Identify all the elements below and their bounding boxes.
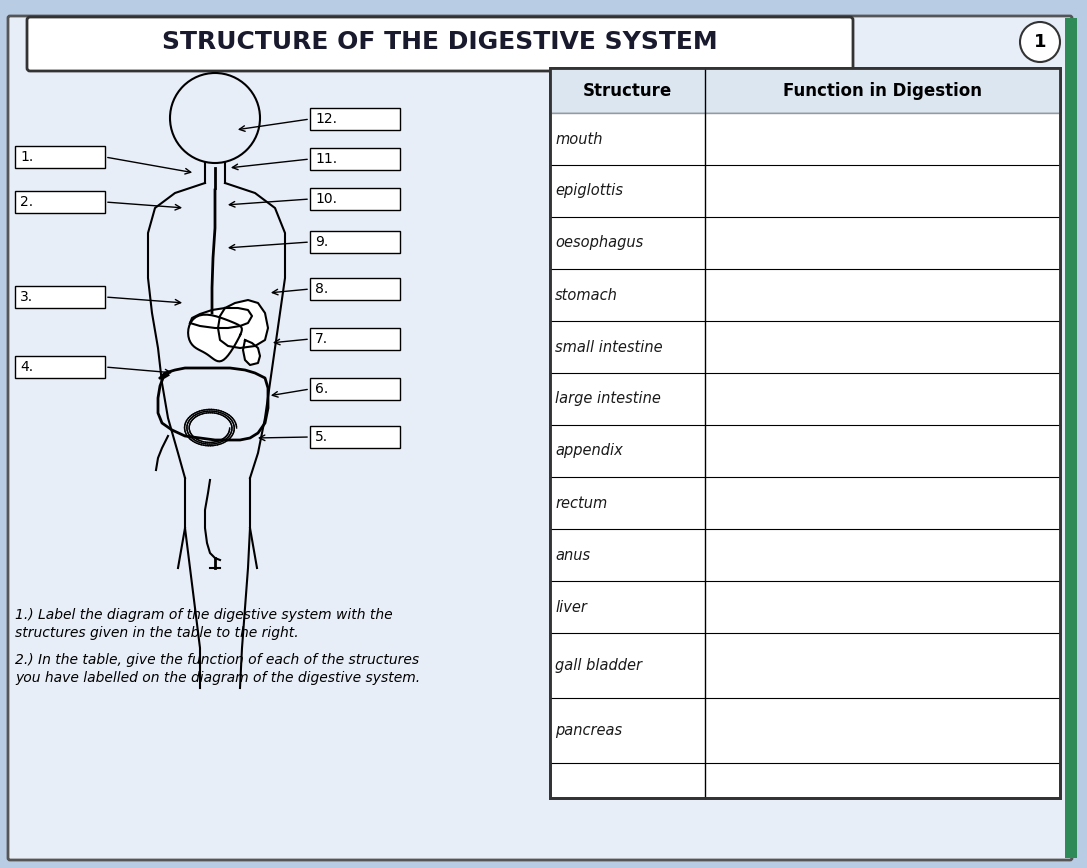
Text: STRUCTURE OF THE DIGESTIVE SYSTEM: STRUCTURE OF THE DIGESTIVE SYSTEM — [162, 30, 717, 54]
Bar — [550, 269, 1060, 321]
Bar — [310, 426, 400, 448]
Text: appendix: appendix — [555, 444, 623, 458]
Text: Structure: Structure — [583, 82, 672, 100]
Text: small intestine: small intestine — [555, 339, 663, 354]
Text: 9.: 9. — [315, 235, 328, 249]
Bar — [550, 68, 1060, 798]
Bar — [550, 217, 1060, 269]
Text: 1.: 1. — [20, 150, 34, 164]
Polygon shape — [190, 308, 252, 328]
Text: Function in Digestion: Function in Digestion — [783, 82, 982, 100]
FancyBboxPatch shape — [8, 16, 1072, 860]
Bar — [550, 373, 1060, 425]
FancyBboxPatch shape — [27, 17, 853, 71]
Bar — [550, 165, 1060, 217]
Text: 6.: 6. — [315, 382, 328, 396]
Polygon shape — [243, 340, 260, 365]
Text: 8.: 8. — [315, 282, 328, 296]
Bar — [15, 191, 105, 213]
Text: stomach: stomach — [555, 287, 617, 303]
Circle shape — [1020, 22, 1060, 62]
Bar — [550, 698, 1060, 763]
Text: 1: 1 — [1034, 33, 1047, 51]
Bar — [550, 425, 1060, 477]
Text: 4.: 4. — [20, 360, 33, 374]
Text: large intestine: large intestine — [555, 391, 661, 406]
Text: 5.: 5. — [315, 430, 328, 444]
Polygon shape — [218, 300, 268, 348]
Text: 1.) Label the diagram of the digestive system with the: 1.) Label the diagram of the digestive s… — [15, 608, 392, 622]
Bar — [550, 68, 1060, 113]
Bar — [15, 146, 105, 168]
Text: 2.) In the table, give the function of each of the structures: 2.) In the table, give the function of e… — [15, 653, 420, 667]
Bar — [550, 477, 1060, 529]
Bar — [310, 231, 400, 253]
Bar — [15, 356, 105, 378]
Text: oesophagus: oesophagus — [555, 235, 644, 251]
Text: epiglottis: epiglottis — [555, 183, 623, 199]
Bar — [310, 148, 400, 170]
Text: 7.: 7. — [315, 332, 328, 346]
Bar — [550, 581, 1060, 633]
Bar — [310, 278, 400, 300]
Bar — [550, 113, 1060, 165]
Bar — [310, 188, 400, 210]
Text: rectum: rectum — [555, 496, 608, 510]
Text: anus: anus — [555, 548, 590, 562]
Text: you have labelled on the diagram of the digestive system.: you have labelled on the diagram of the … — [15, 671, 420, 685]
Text: gall bladder: gall bladder — [555, 658, 642, 673]
Text: 11.: 11. — [315, 152, 337, 166]
Text: pancreas: pancreas — [555, 723, 622, 738]
Bar — [310, 108, 400, 130]
Bar — [310, 378, 400, 400]
Bar — [550, 529, 1060, 581]
Text: mouth: mouth — [555, 131, 602, 147]
Bar — [550, 68, 1060, 798]
Polygon shape — [188, 315, 241, 361]
Text: 12.: 12. — [315, 112, 337, 126]
Bar — [550, 321, 1060, 373]
Bar — [550, 633, 1060, 698]
Text: 10.: 10. — [315, 192, 337, 206]
Text: 2.: 2. — [20, 195, 33, 209]
Bar — [15, 286, 105, 308]
Bar — [1065, 68, 1077, 798]
Text: structures given in the table to the right.: structures given in the table to the rig… — [15, 626, 299, 640]
Text: 3.: 3. — [20, 290, 33, 304]
Bar — [310, 328, 400, 350]
Text: liver: liver — [555, 600, 587, 615]
Bar — [1065, 18, 1077, 858]
